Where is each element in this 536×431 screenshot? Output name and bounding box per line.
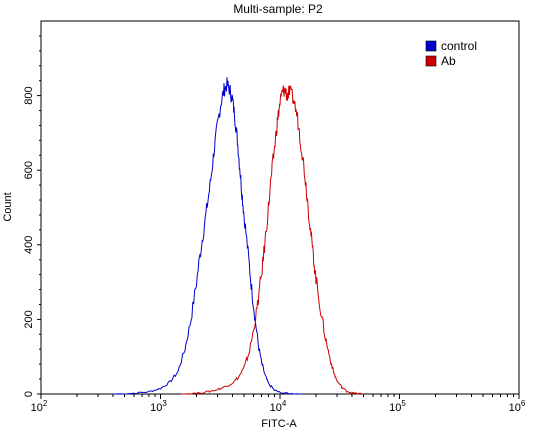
- y-tick-label: 800: [23, 86, 35, 104]
- series-line-ab: [181, 84, 364, 395]
- legend-swatch-ab: [425, 55, 437, 67]
- x-tick-exponent: 5: [401, 399, 406, 408]
- x-tick-exponent: 6: [521, 399, 526, 408]
- x-tick-exponent: 4: [282, 399, 287, 408]
- x-tick-label: 103: [150, 399, 167, 414]
- series-line-control: [112, 77, 301, 395]
- x-tick-label: 105: [389, 399, 406, 414]
- plot-frame: [40, 20, 520, 395]
- x-axis-ticks: 102 103 104 105 106: [31, 394, 526, 414]
- legend-label-ab: Ab: [441, 54, 456, 68]
- x-tick-base: 10: [150, 402, 162, 414]
- x-tick-label: 102: [31, 399, 48, 414]
- legend: control Ab: [425, 39, 477, 68]
- x-tick-label: 104: [270, 399, 287, 414]
- y-tick-label: 200: [23, 310, 35, 328]
- x-axis-label: FITC-A: [261, 418, 297, 430]
- y-axis-label: Count: [2, 192, 14, 221]
- y-tick-label: 600: [23, 161, 35, 179]
- x-tick-exponent: 2: [43, 399, 48, 408]
- y-axis-ticks: 0 200 400 600 800: [23, 35, 41, 397]
- y-tick-label: 0: [23, 391, 35, 397]
- legend-label-control: control: [441, 39, 477, 53]
- chart-title: Multi-sample: P2: [233, 2, 323, 16]
- x-tick-label: 106: [509, 399, 526, 414]
- series-layer: [112, 77, 364, 395]
- y-tick-label: 400: [23, 236, 35, 254]
- x-tick-base: 10: [31, 402, 43, 414]
- x-tick-exponent: 3: [162, 399, 167, 408]
- legend-swatch-control: [425, 40, 437, 52]
- x-tick-base: 10: [270, 402, 282, 414]
- x-tick-base: 10: [509, 402, 521, 414]
- x-tick-base: 10: [389, 402, 401, 414]
